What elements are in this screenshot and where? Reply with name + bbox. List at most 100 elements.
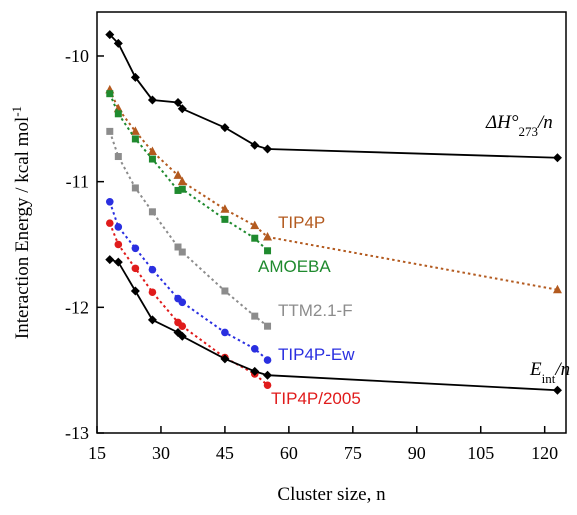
data-point-ttm — [174, 243, 182, 251]
data-point-amoeba — [264, 247, 272, 255]
data-point-tip4p2005 — [178, 322, 187, 330]
x-tick-label: 75 — [344, 443, 362, 463]
x-tick-label: 45 — [216, 443, 234, 463]
data-point-tip4pew — [105, 197, 114, 206]
plot-frame — [96, 11, 567, 434]
data-point-tip4p — [220, 204, 230, 213]
x-tick-label: 30 — [152, 443, 170, 463]
data-point-ttm — [106, 127, 114, 135]
series-label-tip4p: TIP4P — [278, 213, 325, 232]
x-tick-label: 60 — [280, 443, 298, 463]
series-label-ttm2-1-f: TTM2.1-F — [278, 301, 353, 320]
data-point-tip4pew — [250, 345, 259, 353]
data-point-eint — [130, 286, 140, 296]
series-amoeba — [106, 90, 272, 255]
data-point-tip4pew — [148, 265, 157, 274]
enthalpy-label-subscript: 273 — [518, 124, 538, 139]
x-tick-label: 105 — [467, 443, 494, 463]
series-label-tip4p-2005: TIP4P/2005 — [271, 389, 361, 408]
data-point-ttm — [131, 184, 139, 192]
data-point-ttm — [178, 248, 186, 256]
data-point-tip4pew — [221, 328, 229, 337]
data-point-tip4p2005 — [105, 219, 114, 227]
series-dh — [105, 30, 562, 163]
data-point-dh — [177, 104, 187, 114]
data-point-ttm — [264, 322, 272, 330]
data-point-amoeba — [131, 135, 139, 143]
data-point-ttm — [148, 208, 156, 216]
data-point-tip4p2005 — [131, 264, 140, 273]
data-point-amoeba — [114, 110, 122, 118]
series-label-amoeba: AMOEBA — [258, 257, 331, 276]
data-point-dh — [147, 95, 157, 105]
series-label-enthalpy: ΔH°273/n — [485, 112, 553, 139]
x-tick-label: 15 — [88, 443, 106, 463]
y-axis-label-superscript: -1 — [9, 106, 24, 117]
data-point-tip4p — [147, 146, 157, 155]
data-point-dh — [173, 97, 183, 107]
series-eint — [105, 255, 562, 395]
data-point-tip4p2005 — [148, 288, 157, 297]
x-axis-label: Cluster size, n — [277, 484, 386, 505]
series-line-tip4pew — [108, 201, 269, 361]
eint-label-base: E — [529, 359, 542, 380]
data-point-dh — [250, 140, 260, 150]
data-point-dh — [220, 123, 230, 133]
series-tip4pew — [105, 197, 272, 364]
series-line-amoeba — [108, 93, 269, 252]
y-axis-label: Interaction Energy / kcal mol-1 — [9, 106, 34, 339]
x-tick-label: 120 — [531, 443, 558, 463]
data-point-tip4p — [263, 231, 273, 241]
data-point-tip4pew — [178, 298, 187, 307]
data-point-dh — [113, 38, 123, 48]
data-point-eint — [105, 255, 115, 265]
data-point-tip4p2005 — [114, 240, 123, 249]
series-label-tip4p-ew: TIP4P-Ew — [278, 345, 355, 364]
data-point-tip4p — [177, 176, 187, 186]
enthalpy-label-base: ΔH° — [485, 112, 519, 133]
data-point-amoeba — [148, 155, 156, 163]
data-point-amoeba — [106, 90, 114, 98]
data-point-amoeba — [251, 234, 259, 242]
series-label-eint: Eint/n — [529, 359, 570, 386]
data-point-ttm — [114, 153, 122, 161]
series-tip4p2005 — [105, 219, 272, 390]
x-tick-label: 90 — [408, 443, 426, 463]
enthalpy-label-tail: /n — [537, 112, 553, 133]
data-point-tip4p — [130, 126, 140, 135]
data-point-eint — [177, 331, 187, 341]
data-point-tip4p2005 — [263, 381, 272, 390]
data-point-dh — [263, 144, 273, 154]
eint-label-tail: /n — [554, 359, 570, 380]
data-point-tip4pew — [131, 244, 140, 253]
data-point-ttm — [251, 312, 259, 320]
data-point-tip4pew — [263, 356, 272, 364]
data-point-eint — [263, 370, 273, 380]
data-point-tip4p — [250, 220, 260, 230]
plot-area — [96, 11, 567, 434]
series-line-dh — [109, 33, 558, 159]
data-point-tip4pew — [114, 223, 123, 231]
data-point-eint — [220, 354, 230, 364]
series-line-ttm — [108, 131, 269, 327]
y-tick-label: -13 — [65, 423, 89, 443]
series-line-tip4p — [108, 89, 558, 291]
data-point-eint — [552, 385, 562, 395]
data-point-amoeba — [174, 186, 182, 194]
data-point-tip4p — [552, 284, 562, 294]
data-point-tip4p — [173, 170, 183, 179]
series-ttm — [106, 127, 272, 330]
y-axis-label-main: Interaction Energy / kcal mol — [12, 117, 33, 339]
series-layer — [105, 30, 562, 395]
data-point-eint — [147, 315, 157, 325]
data-point-dh — [552, 153, 562, 163]
y-tick-label: -10 — [65, 46, 89, 66]
y-tick-label: -11 — [66, 172, 89, 192]
eint-label-subscript: int — [542, 371, 556, 386]
data-point-amoeba — [178, 185, 186, 193]
data-point-eint — [113, 257, 123, 267]
data-point-amoeba — [221, 215, 229, 223]
data-point-dh — [105, 30, 115, 40]
data-point-ttm — [221, 287, 229, 295]
